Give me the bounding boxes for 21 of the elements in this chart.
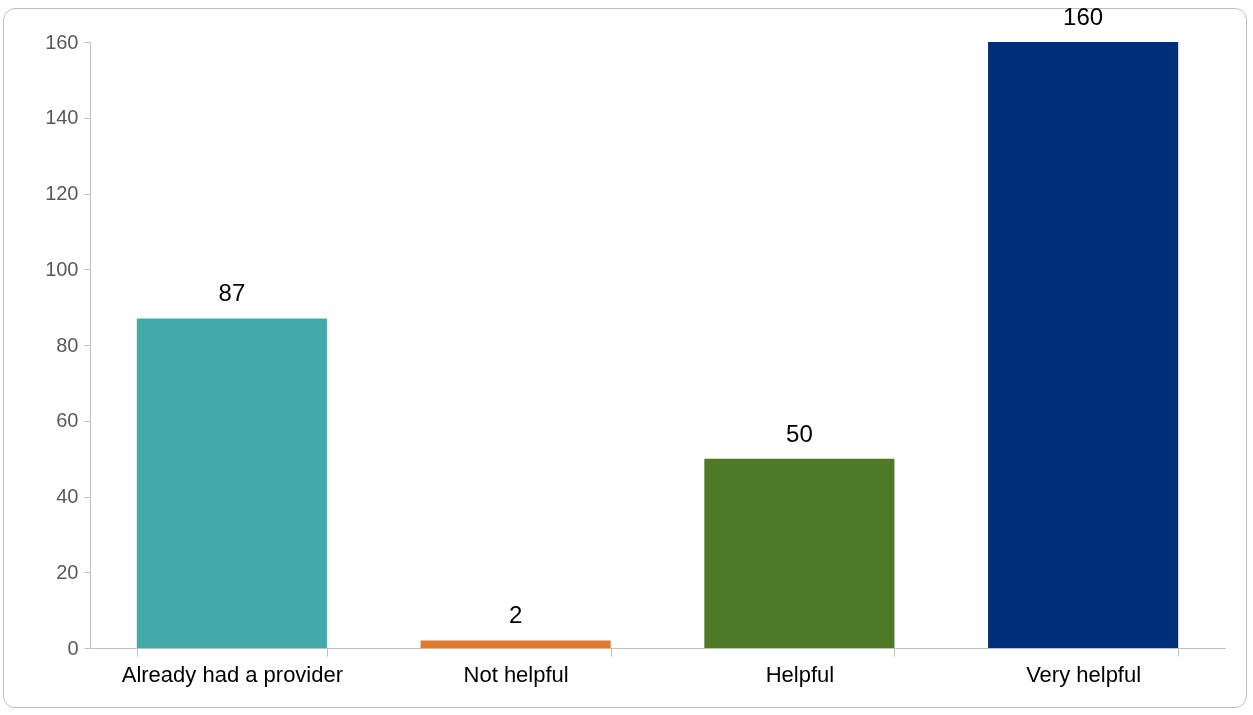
y-tick-label: 80 xyxy=(56,333,79,356)
y-tick-label: 60 xyxy=(56,409,79,432)
y-tick-label: 120 xyxy=(45,182,79,204)
bar xyxy=(704,458,895,648)
x-tick-label: Very helpful xyxy=(1026,661,1142,687)
x-tick-label: Helpful xyxy=(765,661,835,687)
bar xyxy=(420,640,611,648)
data-label: 87 xyxy=(218,279,246,307)
data-label: 160 xyxy=(1063,3,1104,30)
y-tick-label: 20 xyxy=(56,560,79,583)
data-label: 50 xyxy=(786,419,813,447)
bar xyxy=(988,42,1179,648)
y-tick-label: 0 xyxy=(67,636,79,659)
y-tick-label: 140 xyxy=(45,106,79,129)
y-tick-label: 160 xyxy=(45,30,79,53)
y-tick-label: 40 xyxy=(56,485,79,507)
data-label: 2 xyxy=(508,601,523,629)
y-tick-label: 100 xyxy=(45,257,79,280)
x-tick-label: Not helpful xyxy=(463,661,569,687)
bar xyxy=(136,318,327,648)
x-tick-label: Already had a provider xyxy=(121,661,344,687)
